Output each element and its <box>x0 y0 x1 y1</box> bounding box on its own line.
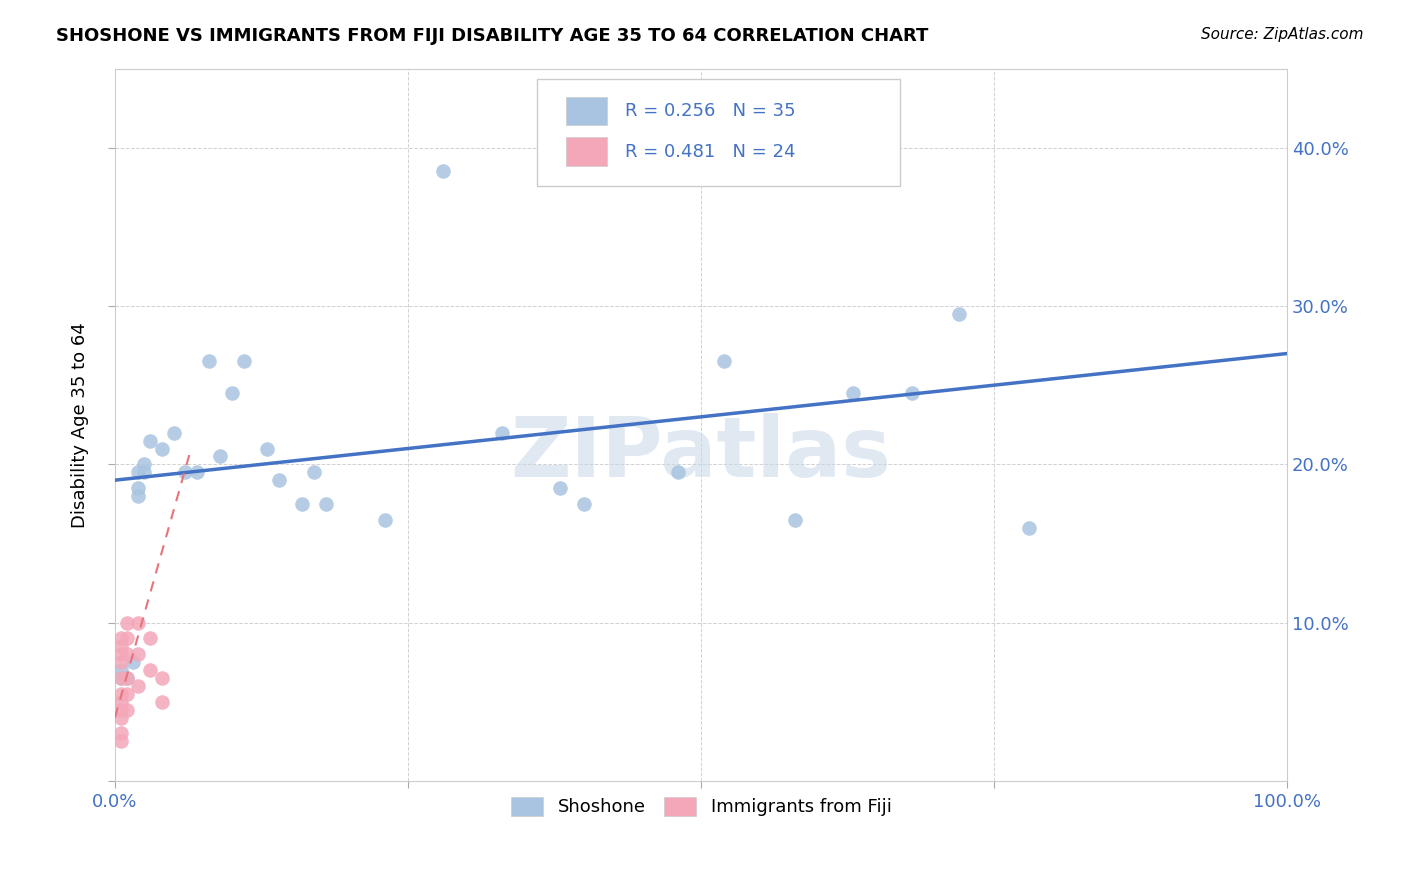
Text: ZIPatlas: ZIPatlas <box>510 413 891 494</box>
Point <box>110 687 132 701</box>
Point <box>127 679 149 693</box>
Text: R = 0.481   N = 24: R = 0.481 N = 24 <box>624 143 796 161</box>
Bar <box>567 96 607 125</box>
Point <box>209 450 232 464</box>
Point <box>134 465 156 479</box>
Point <box>713 354 735 368</box>
Point <box>110 640 132 654</box>
Point <box>115 632 138 646</box>
Point <box>127 648 149 662</box>
Y-axis label: Disability Age 35 to 64: Disability Age 35 to 64 <box>72 322 89 528</box>
Point <box>110 703 132 717</box>
Point <box>115 671 138 685</box>
Point <box>783 513 806 527</box>
Point <box>432 164 454 178</box>
Point <box>572 497 595 511</box>
Point <box>842 386 865 401</box>
Point <box>197 354 219 368</box>
Point <box>256 442 278 456</box>
Legend: Shoshone, Immigrants from Fiji: Shoshone, Immigrants from Fiji <box>502 788 900 825</box>
Point <box>302 465 325 479</box>
Point <box>115 671 138 685</box>
Point <box>139 434 162 448</box>
Point <box>110 726 132 740</box>
Point <box>110 695 132 709</box>
Point <box>901 386 924 401</box>
Point <box>162 425 184 440</box>
Point <box>491 425 513 440</box>
Text: R = 0.256   N = 35: R = 0.256 N = 35 <box>624 102 796 120</box>
Point <box>115 687 138 701</box>
Point <box>373 513 395 527</box>
Point <box>127 615 149 630</box>
Point <box>291 497 314 511</box>
Point <box>186 465 208 479</box>
Point <box>267 473 290 487</box>
Point <box>110 632 132 646</box>
Point <box>150 695 173 709</box>
Point <box>150 671 173 685</box>
Point <box>110 671 132 685</box>
Text: SHOSHONE VS IMMIGRANTS FROM FIJI DISABILITY AGE 35 TO 64 CORRELATION CHART: SHOSHONE VS IMMIGRANTS FROM FIJI DISABIL… <box>56 27 928 45</box>
Point <box>550 481 572 495</box>
FancyBboxPatch shape <box>537 79 900 186</box>
Bar <box>567 137 607 166</box>
Point <box>150 442 173 456</box>
Point <box>115 703 138 717</box>
Point <box>139 663 162 677</box>
Point <box>115 648 138 662</box>
Point <box>115 615 138 630</box>
Point <box>110 671 132 685</box>
Point <box>221 386 243 401</box>
Point <box>315 497 337 511</box>
Point <box>110 711 132 725</box>
Point <box>139 632 162 646</box>
Point <box>127 489 149 503</box>
Text: Source: ZipAtlas.com: Source: ZipAtlas.com <box>1201 27 1364 42</box>
Point <box>127 465 149 479</box>
Point <box>127 481 149 495</box>
Point <box>948 307 970 321</box>
Point <box>110 663 132 677</box>
Point <box>110 734 132 748</box>
Point <box>110 648 132 662</box>
Point <box>1018 521 1040 535</box>
Point <box>110 655 132 669</box>
Point <box>174 465 197 479</box>
Point <box>232 354 254 368</box>
Point <box>666 465 689 479</box>
Point <box>121 655 143 669</box>
Point <box>134 458 156 472</box>
